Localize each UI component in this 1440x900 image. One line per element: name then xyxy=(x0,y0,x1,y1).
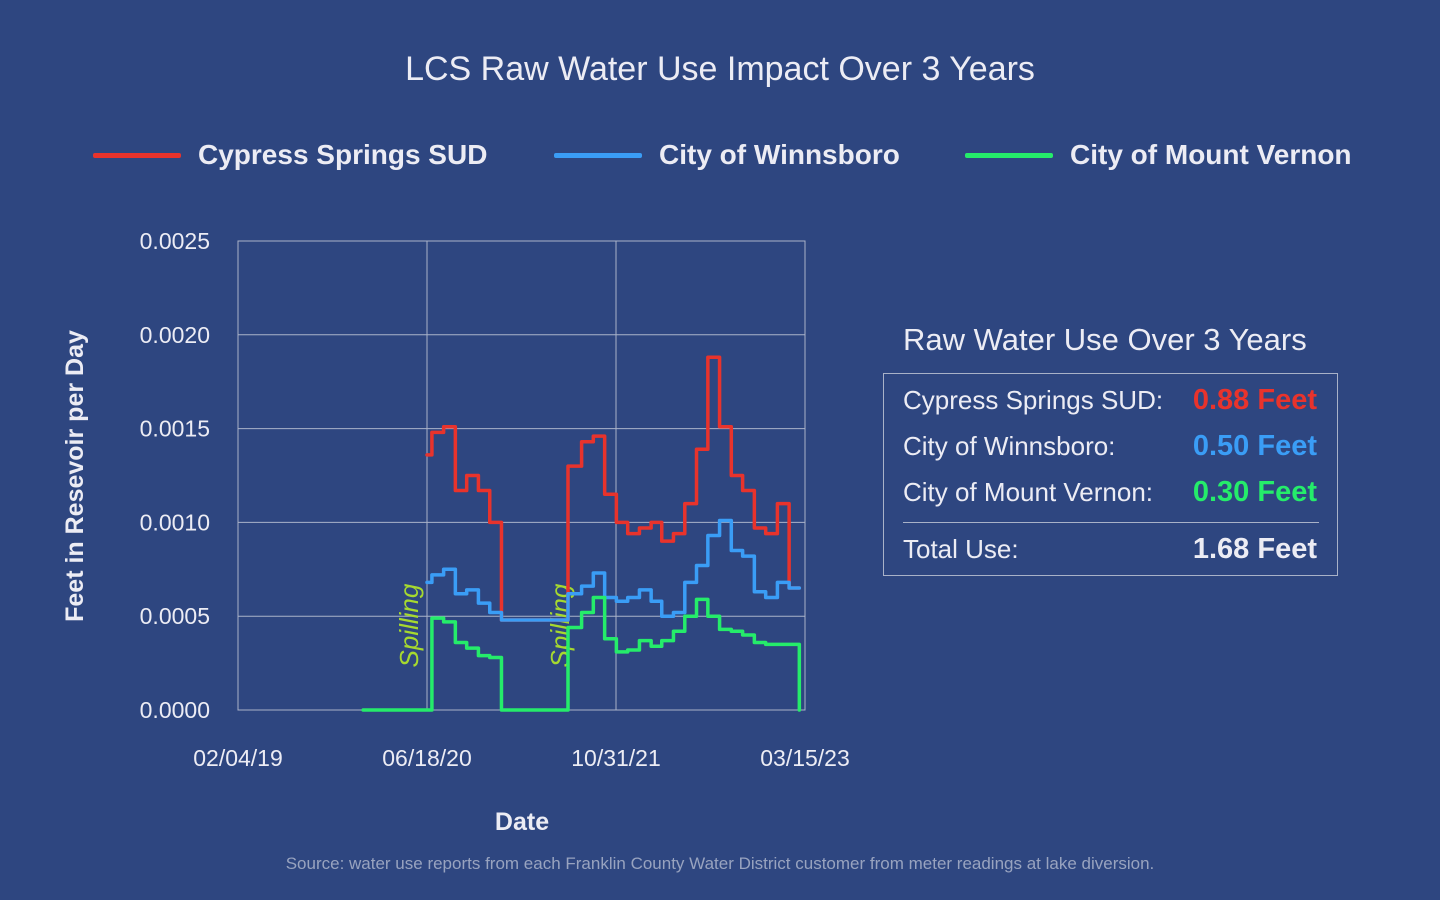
legend-swatch-cypress-springs xyxy=(93,152,181,158)
y-tick-label: 0.0005 xyxy=(140,603,210,629)
summary-label: City of Winnsboro: xyxy=(903,430,1116,461)
x-tick-labels: 02/04/19 06/18/20 10/31/21 03/15/23 xyxy=(193,745,850,771)
legend-swatch-mount-vernon xyxy=(965,152,1053,158)
legend-label-winnsboro: City of Winnsboro xyxy=(659,139,900,170)
series-lines xyxy=(361,355,802,712)
legend-item-mount-vernon: City of Mount Vernon xyxy=(965,138,1352,172)
summary-total-value: 1.68 Feet xyxy=(1192,532,1317,565)
y-tick-label: 0.0020 xyxy=(140,322,210,348)
y-tick-label: 0.0025 xyxy=(140,228,210,254)
annotations: Spilling Spilling xyxy=(394,583,575,667)
annotation-spilling: Spilling xyxy=(394,583,424,667)
y-axis-label: Feet in Resevoir per Day xyxy=(61,330,89,622)
series-line-city-of-mount-vernon xyxy=(361,595,802,712)
summary-divider xyxy=(903,522,1319,523)
plot-area xyxy=(237,240,806,711)
legend-item-cypress-springs: Cypress Springs SUD xyxy=(93,138,487,172)
annotation-spilling: Spilling xyxy=(545,583,575,667)
summary-row-total: Total Use: 1.68 Feet xyxy=(903,529,1317,569)
gridlines xyxy=(238,241,805,710)
summary-label: Cypress Springs SUD: xyxy=(903,384,1164,415)
series-line-city-of-winnsboro xyxy=(425,518,802,622)
series-line-cypress-springs-sud xyxy=(425,355,802,622)
summary-value: 0.50 Feet xyxy=(1192,429,1317,462)
legend-item-winnsboro: City of Winnsboro xyxy=(554,138,900,172)
summary-value: 0.88 Feet xyxy=(1192,383,1317,416)
y-tick-label: 0.0000 xyxy=(140,697,210,723)
source-note: Source: water use reports from each Fran… xyxy=(285,854,1155,873)
x-tick-label: 10/31/21 xyxy=(571,745,661,771)
legend-swatch-winnsboro xyxy=(554,152,642,158)
summary-total-label: Total Use: xyxy=(903,533,1019,564)
summary-row-cypress-springs: Cypress Springs SUD: 0.88 Feet xyxy=(903,380,1317,420)
y-tick-label: 0.0015 xyxy=(140,416,210,442)
x-tick-label: 02/04/19 xyxy=(193,745,283,771)
summary-row-winnsboro: City of Winnsboro: 0.50 Feet xyxy=(903,426,1317,466)
y-tick-label: 0.0010 xyxy=(140,509,210,535)
y-tick-labels: 0.0000 0.0005 0.0010 0.0015 0.0020 0.0025 xyxy=(140,228,210,723)
x-tick-label: 06/18/20 xyxy=(382,745,472,771)
chart-title: LCS Raw Water Use Impact Over 3 Years xyxy=(405,50,1035,88)
summary-box: Cypress Springs SUD: 0.88 Feet City of W… xyxy=(883,373,1338,576)
legend-label-cypress-springs: Cypress Springs SUD xyxy=(198,139,488,170)
summary-value: 0.30 Feet xyxy=(1192,475,1317,508)
summary-title: Raw Water Use Over 3 Years xyxy=(903,322,1307,357)
x-axis-label: Date xyxy=(495,808,549,836)
x-tick-label: 03/15/23 xyxy=(760,745,850,771)
legend-label-mount-vernon: City of Mount Vernon xyxy=(1070,139,1352,170)
summary-label: City of Mount Vernon: xyxy=(903,476,1154,507)
summary-row-mount-vernon: City of Mount Vernon: 0.30 Feet xyxy=(903,472,1317,512)
